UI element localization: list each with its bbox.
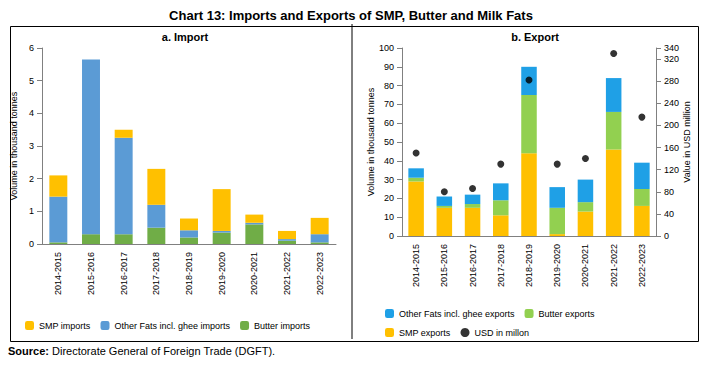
svg-text:2016-2017: 2016-2017 xyxy=(119,252,129,295)
svg-text:1: 1 xyxy=(29,206,34,216)
svg-text:Butter imports: Butter imports xyxy=(254,321,311,331)
svg-text:0: 0 xyxy=(29,239,34,249)
svg-text:SMP exports: SMP exports xyxy=(399,328,451,338)
svg-text:2022-2023: 2022-2023 xyxy=(637,244,647,287)
svg-text:2021-2022: 2021-2022 xyxy=(609,244,619,287)
svg-text:USD in millon: USD in millon xyxy=(475,328,530,338)
svg-text:Volume in thousand tonnes: Volume in thousand tonnes xyxy=(9,91,19,200)
svg-text:40: 40 xyxy=(664,209,674,219)
svg-text:20: 20 xyxy=(384,193,394,203)
svg-text:160: 160 xyxy=(664,143,679,153)
svg-text:Other Fats incl. ghee exports: Other Fats incl. ghee exports xyxy=(399,309,515,319)
svg-text:Source:: Source: xyxy=(8,345,49,357)
svg-text:Value in USD million: Value in USD million xyxy=(682,101,692,182)
svg-text:2015-2016: 2015-2016 xyxy=(86,252,96,295)
svg-text:2: 2 xyxy=(29,174,34,184)
svg-text:5: 5 xyxy=(29,76,34,86)
svg-text:10: 10 xyxy=(384,212,394,222)
svg-text:0: 0 xyxy=(389,231,394,241)
svg-text:280: 280 xyxy=(664,76,679,86)
svg-text:Butter exports: Butter exports xyxy=(539,309,596,319)
svg-text:4: 4 xyxy=(29,108,34,118)
svg-text:SMP imports: SMP imports xyxy=(39,321,91,331)
svg-text:340: 340 xyxy=(664,43,679,53)
svg-text:6: 6 xyxy=(29,43,34,53)
svg-text:2016-2017: 2016-2017 xyxy=(468,244,478,287)
svg-text:2022-2023: 2022-2023 xyxy=(315,252,325,295)
svg-text:Directorate General of Foreign: Directorate General of Foreign Trade (DG… xyxy=(49,345,275,357)
svg-text:0: 0 xyxy=(664,231,669,241)
svg-text:2017-2018: 2017-2018 xyxy=(151,252,161,295)
svg-text:30: 30 xyxy=(384,175,394,185)
svg-text:120: 120 xyxy=(664,165,679,175)
svg-text:2019-2020: 2019-2020 xyxy=(552,244,562,287)
svg-text:60: 60 xyxy=(384,118,394,128)
svg-text:b. Export: b. Export xyxy=(511,31,559,43)
svg-text:2014-2015: 2014-2015 xyxy=(411,244,421,287)
svg-text:80: 80 xyxy=(384,81,394,91)
svg-text:50: 50 xyxy=(384,137,394,147)
svg-text:200: 200 xyxy=(664,120,679,130)
svg-text:2018-2019: 2018-2019 xyxy=(524,244,534,287)
svg-text:a. Import: a. Import xyxy=(162,31,209,43)
svg-text:Chart 13: Imports and Exports: Chart 13: Imports and Exports of SMP, Bu… xyxy=(169,8,533,23)
svg-text:3: 3 xyxy=(29,141,34,151)
svg-text:2021-2022: 2021-2022 xyxy=(282,252,292,295)
svg-text:2018-2019: 2018-2019 xyxy=(184,252,194,295)
svg-text:40: 40 xyxy=(384,156,394,166)
svg-text:2019-2020: 2019-2020 xyxy=(217,252,227,295)
svg-text:2020-2021: 2020-2021 xyxy=(249,252,259,295)
svg-text:80: 80 xyxy=(664,187,674,197)
svg-text:240: 240 xyxy=(664,98,679,108)
svg-text:Volume in thousand tonnes: Volume in thousand tonnes xyxy=(366,87,376,196)
svg-text:2020-2021: 2020-2021 xyxy=(580,244,590,287)
svg-text:2017-2018: 2017-2018 xyxy=(496,244,506,287)
svg-text:Other Fats incl. ghee imports: Other Fats incl. ghee imports xyxy=(115,321,231,331)
svg-text:90: 90 xyxy=(384,62,394,72)
svg-text:70: 70 xyxy=(384,99,394,109)
svg-text:2015-2016: 2015-2016 xyxy=(439,244,449,287)
svg-text:2014-2015: 2014-2015 xyxy=(53,252,63,295)
svg-text:320: 320 xyxy=(664,54,679,64)
svg-text:100: 100 xyxy=(379,43,394,53)
